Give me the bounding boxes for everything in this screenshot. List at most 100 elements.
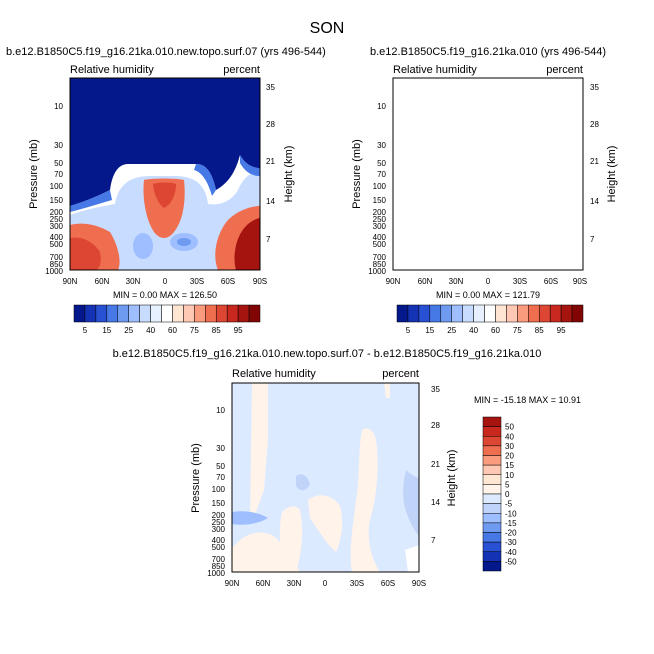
y-tick-label: 200	[50, 208, 64, 217]
x-tick-label: 90N	[225, 579, 240, 588]
colorbar-swatch	[482, 522, 502, 533]
colorbar-right: 5 15 25 40 60 75 85 95	[396, 304, 584, 335]
y2-axis-label: Height (km)	[606, 146, 618, 203]
y-tick-label: 50	[377, 159, 386, 168]
y-tick-label: 250	[212, 518, 226, 527]
colorbar-label: 60	[168, 326, 177, 335]
colorbar-label: 75	[190, 326, 199, 335]
y-tick-label: 200	[373, 208, 387, 217]
diff-negative-region-2	[232, 511, 268, 525]
x-tick-label: 60N	[418, 277, 433, 286]
panel-right-y2ticks: 35 28 21 14 7	[590, 83, 599, 244]
colorbar-swatch	[429, 304, 442, 323]
colorbar-swatch	[506, 304, 518, 323]
humidity-moist-nh	[393, 224, 443, 270]
y-tick-label: 10	[216, 406, 225, 415]
humidity-dry-upper	[70, 78, 260, 206]
humidity-band-60	[393, 170, 583, 270]
colorbar-label: 40	[146, 326, 155, 335]
colorbar-swatch	[128, 304, 140, 323]
colorbar-swatch	[418, 304, 431, 323]
colorbar-label: -10	[505, 509, 517, 518]
y-tick-label: 30	[377, 141, 386, 150]
panel-right-title: b.e12.B1850C5.f19_g16.21ka.010 (yrs 496-…	[370, 46, 606, 58]
y-tick-label: 700	[212, 555, 226, 564]
colorbar-label: -20	[505, 529, 517, 538]
colorbar-label: -30	[505, 538, 517, 547]
y-tick-label: 250	[373, 215, 387, 224]
colorbar-swatch	[482, 416, 502, 427]
humidity-band-25-b	[517, 164, 539, 196]
colorbar-label: 40	[505, 432, 514, 441]
humidity-moist-itcz-core	[476, 183, 499, 209]
colorbar-label: 0	[505, 490, 510, 499]
panel-left-title: b.e12.B1850C5.f19_g16.21ka.010.new.topo.…	[6, 46, 326, 58]
y-tick-label: 500	[50, 240, 64, 249]
y-tick-label: 150	[50, 196, 64, 205]
panel-left: b.e12.B1850C5.f19_g16.21ka.010.new.topo.…	[6, 46, 326, 335]
humidity-band-25-c	[563, 155, 583, 176]
colorbar-swatch	[117, 304, 129, 323]
colorbar-swatch	[549, 304, 562, 323]
humidity-moist-sh-core	[234, 218, 260, 270]
colorbar-swatch	[172, 304, 184, 323]
humidity-dry-pocket-2-core	[177, 238, 191, 246]
y-tick-label: 700	[50, 253, 64, 262]
humidity-moist-itcz-core	[153, 182, 176, 208]
y-tick-label: 200	[212, 511, 226, 520]
y-tick-label: 70	[216, 473, 225, 482]
panel-right-stats: MIN = 0.00 MAX = 121.79	[436, 290, 540, 300]
panel-right: b.e12.B1850C5.f19_g16.21ka.010 (yrs 496-…	[351, 46, 618, 335]
humidity-moist-sh	[538, 206, 583, 270]
y-tick-label: 400	[50, 233, 64, 242]
y-tick-label: 250	[50, 215, 64, 224]
humidity-moist-itcz	[466, 179, 507, 239]
y-axis-label: Pressure (mb)	[190, 443, 202, 513]
colorbar-swatch	[84, 304, 97, 323]
diff-negative-region-3	[296, 474, 310, 491]
colorbar-swatch	[150, 304, 162, 323]
colorbar-swatch	[517, 304, 529, 323]
colorbar-swatch	[237, 304, 250, 323]
y-tick-label: 300	[373, 222, 387, 231]
y-tick-label: 1000	[207, 569, 225, 578]
x-tick-label: 90S	[573, 277, 587, 286]
colorbar-label: 5	[406, 326, 411, 335]
colorbar-swatch	[484, 304, 496, 323]
colorbar-label: -50	[505, 557, 517, 566]
colorbar-swatch	[215, 304, 228, 323]
y2-tick-label: 21	[590, 157, 599, 166]
y2-tick-label: 7	[590, 235, 595, 244]
y-tick-label: 850	[212, 562, 226, 571]
humidity-dry-upper	[393, 78, 583, 206]
humidity-band-25	[70, 190, 112, 212]
x-tick-label: 60S	[544, 277, 558, 286]
y-tick-label: 1000	[368, 267, 386, 276]
x-tick-label: 0	[163, 277, 168, 286]
colorbar-swatch	[194, 304, 206, 323]
colorbar-label: -15	[505, 519, 517, 528]
humidity-dry-pocket-1	[456, 233, 476, 259]
y-tick-label: 70	[377, 170, 386, 179]
colorbar-swatch	[95, 304, 108, 323]
y-tick-label: 100	[50, 182, 64, 191]
panel-diff-variable-label: Relative humidity	[232, 368, 316, 380]
colorbar-swatch	[482, 445, 502, 456]
panel-diff: b.e12.B1850C5.f19_g16.21ka.010.new.topo.…	[113, 348, 581, 588]
humidity-moist-sh-core	[557, 218, 583, 270]
humidity-moist-nh-core	[70, 237, 101, 270]
x-tick-label: 30S	[513, 277, 527, 286]
y-tick-label: 1000	[45, 267, 63, 276]
y2-tick-label: 35	[431, 385, 440, 394]
colorbar-swatch	[482, 551, 502, 562]
colorbar-label: 20	[505, 452, 514, 461]
y2-tick-label: 35	[590, 83, 599, 92]
colorbar-label: 15	[102, 326, 111, 335]
panel-diff-frame	[231, 382, 420, 573]
panel-diff-y2ticks: 35 28 21 14 7	[431, 385, 440, 545]
diff-positive-region-6	[384, 383, 390, 398]
colorbar-swatch	[482, 474, 502, 485]
colorbar-swatch	[528, 304, 540, 323]
